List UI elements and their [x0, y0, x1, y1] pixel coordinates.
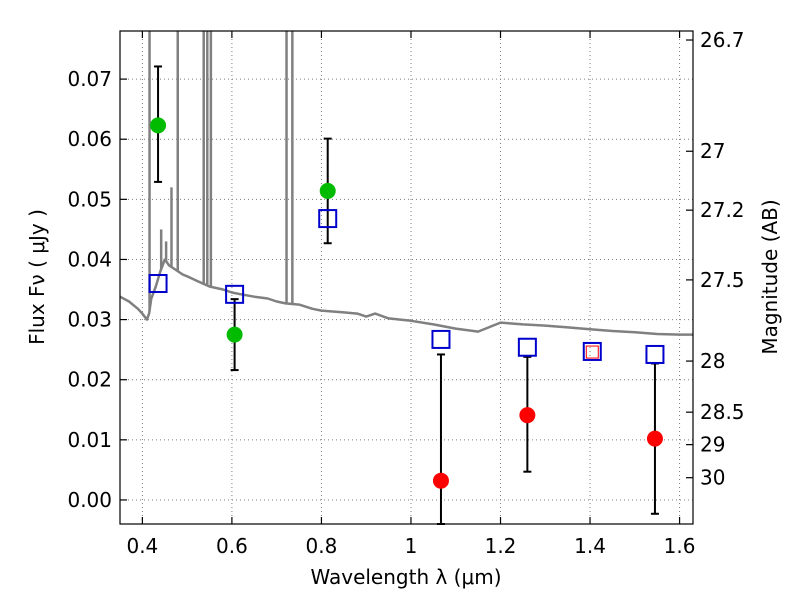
x-axis: 0.4 0.6 0.8 1 1.2 1.4 1.6	[126, 31, 695, 558]
model-point	[148, 274, 168, 294]
right-tick-label: 28.5	[700, 400, 745, 424]
data-point	[519, 407, 536, 424]
right-tick-label: 26.7	[700, 28, 745, 52]
grid	[120, 31, 693, 524]
x-tick-label: 1.6	[664, 534, 696, 558]
y-tick-label: 0.05	[67, 187, 112, 211]
x-axis-label: Wavelength λ (μm)	[310, 565, 501, 589]
y-tick-label: 0.06	[67, 127, 112, 151]
x-tick-label: 1	[405, 534, 418, 558]
x-tick-label: 0.4	[126, 534, 158, 558]
right-tick-label: 27.5	[700, 268, 745, 292]
model-point	[225, 284, 245, 304]
right-axis-label: Magnitude (AB)	[758, 199, 782, 354]
x-tick-label: 1.4	[574, 534, 606, 558]
model-point	[431, 329, 451, 349]
photometry-points	[148, 65, 665, 525]
data-point	[432, 472, 449, 489]
plot-frame	[119, 30, 694, 525]
y-tick-label: 0.00	[67, 488, 112, 512]
model-point	[318, 209, 338, 229]
model-point	[645, 344, 665, 364]
data-point	[319, 182, 336, 199]
right-tick-label: 29	[700, 433, 725, 457]
y-axis-label: Flux Fν ( μJy )	[25, 209, 49, 345]
data-point	[150, 117, 167, 134]
right-tick-label: 27.2	[700, 198, 745, 222]
data-point	[226, 326, 243, 343]
y-tick-label: 0.01	[67, 428, 112, 452]
y-tick-label: 0.07	[67, 67, 112, 91]
right-tick-label: 28	[700, 349, 725, 373]
x-tick-label: 0.8	[306, 534, 338, 558]
model-point	[582, 341, 602, 361]
right-tick-label: 27	[700, 139, 725, 163]
sed-continuum-line	[119, 258, 693, 336]
right-tick-label: 30	[700, 466, 725, 490]
y-tick-label: 0.02	[67, 368, 112, 392]
y-tick-label: 0.04	[67, 247, 112, 271]
model-point	[517, 337, 537, 357]
y-axis: 0.00 0.01 0.02 0.03 0.04 0.05 0.06 0.07	[67, 67, 127, 512]
x-tick-label: 1.2	[485, 534, 517, 558]
y-tick-label: 0.03	[67, 308, 112, 332]
right-magnitude-axis: 26.7 27 27.2 27.5 28 28.5 29 30	[686, 28, 745, 490]
sed-model-spectrum	[119, 31, 693, 336]
x-tick-label: 0.6	[216, 534, 248, 558]
model-point-inner	[585, 345, 599, 359]
data-point	[646, 430, 663, 447]
